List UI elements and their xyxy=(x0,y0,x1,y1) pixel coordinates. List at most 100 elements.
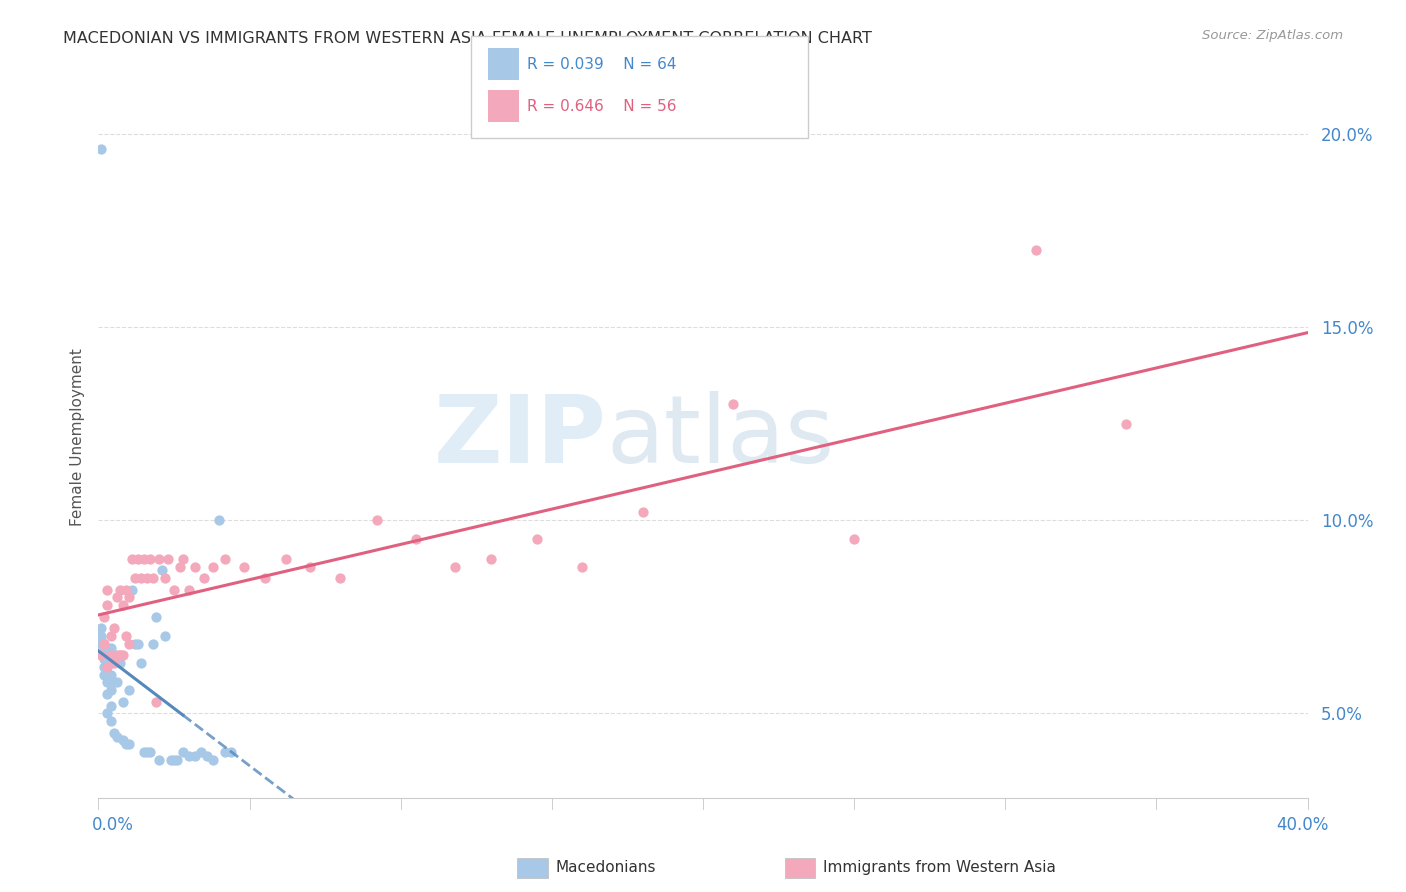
Point xyxy=(93,644,115,658)
Point xyxy=(190,745,212,759)
Text: 40.0%: 40.0% xyxy=(1277,816,1329,834)
Text: Immigrants from Western Asia: Immigrants from Western Asia xyxy=(823,861,1056,875)
Point xyxy=(299,559,322,574)
Point xyxy=(111,598,134,612)
Point xyxy=(108,582,131,597)
Point xyxy=(163,753,186,767)
Point xyxy=(526,533,548,547)
Point xyxy=(214,745,236,759)
Text: ZIP: ZIP xyxy=(433,391,606,483)
Point xyxy=(96,582,118,597)
Point xyxy=(105,591,128,605)
Point xyxy=(93,667,115,681)
Point xyxy=(91,648,114,663)
Point xyxy=(90,637,112,651)
Point xyxy=(329,571,352,585)
Point xyxy=(193,571,215,585)
Point xyxy=(184,748,207,763)
Text: R = 0.039    N = 64: R = 0.039 N = 64 xyxy=(527,57,676,71)
Point xyxy=(172,551,194,566)
Point xyxy=(96,687,118,701)
Point xyxy=(96,598,118,612)
Point xyxy=(723,397,745,411)
Point xyxy=(844,533,866,547)
Point xyxy=(103,648,125,663)
Point xyxy=(184,559,207,574)
Point xyxy=(139,551,162,566)
Point xyxy=(631,505,654,519)
Point xyxy=(1115,417,1137,431)
Point xyxy=(150,563,173,577)
Point xyxy=(96,675,118,690)
Point xyxy=(111,695,134,709)
Point xyxy=(111,733,134,747)
Point xyxy=(96,706,118,721)
Point xyxy=(132,551,155,566)
Point xyxy=(163,582,186,597)
Point xyxy=(114,582,136,597)
Point xyxy=(100,629,122,643)
Text: MACEDONIAN VS IMMIGRANTS FROM WESTERN ASIA FEMALE UNEMPLOYMENT CORRELATION CHART: MACEDONIAN VS IMMIGRANTS FROM WESTERN AS… xyxy=(63,31,872,46)
Point xyxy=(103,675,125,690)
Point xyxy=(93,637,115,651)
Point xyxy=(114,629,136,643)
Point xyxy=(121,551,143,566)
Point xyxy=(366,513,388,527)
Point xyxy=(108,656,131,670)
Point xyxy=(148,753,170,767)
Point xyxy=(195,748,218,763)
Point xyxy=(91,648,114,663)
Point xyxy=(129,571,152,585)
Text: 0.0%: 0.0% xyxy=(91,816,134,834)
Point xyxy=(202,559,225,574)
Point xyxy=(124,571,146,585)
Point xyxy=(135,571,157,585)
Point xyxy=(105,730,128,744)
Point xyxy=(232,559,254,574)
Point xyxy=(129,656,152,670)
Point xyxy=(90,648,112,663)
Point xyxy=(118,737,141,751)
Point xyxy=(145,609,167,624)
Point xyxy=(90,637,112,651)
Point xyxy=(153,571,176,585)
Point xyxy=(139,745,162,759)
Point xyxy=(93,648,115,663)
Point xyxy=(96,660,118,674)
Point xyxy=(202,753,225,767)
Point xyxy=(114,737,136,751)
Point xyxy=(571,559,593,574)
Point xyxy=(214,551,236,566)
Point xyxy=(156,551,179,566)
Y-axis label: Female Unemployment: Female Unemployment xyxy=(69,348,84,526)
Point xyxy=(221,745,243,759)
Point xyxy=(166,753,188,767)
Point xyxy=(142,571,165,585)
Point xyxy=(145,695,167,709)
Point xyxy=(253,571,276,585)
Point xyxy=(108,648,131,663)
Point xyxy=(93,640,115,655)
Text: Source: ZipAtlas.com: Source: ZipAtlas.com xyxy=(1202,29,1343,42)
Point xyxy=(96,652,118,666)
Point xyxy=(444,559,467,574)
Point xyxy=(274,551,297,566)
Text: atlas: atlas xyxy=(606,391,835,483)
Text: R = 0.646    N = 56: R = 0.646 N = 56 xyxy=(527,99,676,113)
Point xyxy=(160,753,183,767)
Point xyxy=(100,698,122,713)
Point xyxy=(90,621,112,635)
Point xyxy=(481,551,503,566)
Point xyxy=(121,582,143,597)
Point xyxy=(118,637,141,651)
Point xyxy=(1024,243,1046,257)
Point xyxy=(93,660,115,674)
Point xyxy=(96,667,118,681)
Point xyxy=(100,714,122,728)
Point xyxy=(208,513,231,527)
Point xyxy=(94,652,117,666)
Point xyxy=(148,551,170,566)
Point xyxy=(118,683,141,698)
Text: Macedonians: Macedonians xyxy=(555,861,655,875)
Point xyxy=(405,533,427,547)
